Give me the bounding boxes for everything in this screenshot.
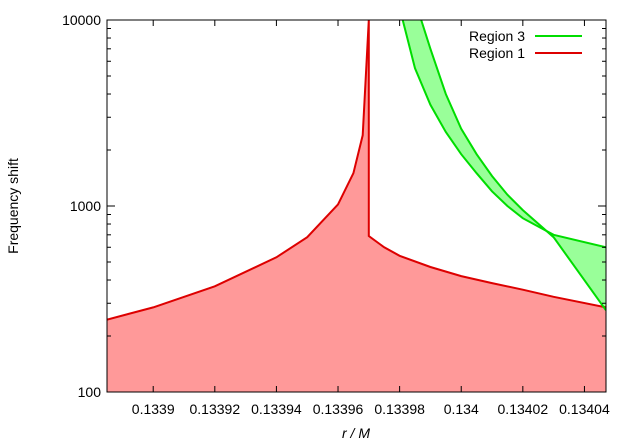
y-tick-label: 100 — [78, 384, 102, 400]
x-tick-label: 0.134 — [444, 401, 479, 417]
axes: 0.1339 0.13392 0.13394 0.13396 0.13398 0.134 0… — [62, 12, 610, 417]
x-tick-label: 0.13398 — [374, 401, 425, 417]
y-axis-title: Frequency shift — [5, 158, 21, 254]
legend-label: Region 1 — [469, 45, 525, 61]
x-tick-label: 0.1339 — [132, 401, 175, 417]
x-tick-label: 0.13404 — [559, 401, 610, 417]
y-tick-label: 10000 — [62, 12, 101, 28]
x-tick-label: 0.13394 — [251, 401, 302, 417]
x-tick-label: 0.13396 — [313, 401, 364, 417]
plot-area — [107, 20, 606, 392]
region-3-lower-line — [420, 20, 606, 311]
region-3-upper-line — [401, 20, 606, 249]
x-tick-label: 0.13392 — [190, 401, 241, 417]
x-axis-title: r / M — [342, 425, 370, 441]
region-1-area — [107, 20, 606, 392]
x-tick-label: 0.13402 — [498, 401, 549, 417]
legend-label: Region 3 — [469, 28, 525, 44]
region-1-line — [107, 20, 606, 321]
y-tick-label: 1000 — [70, 198, 101, 214]
